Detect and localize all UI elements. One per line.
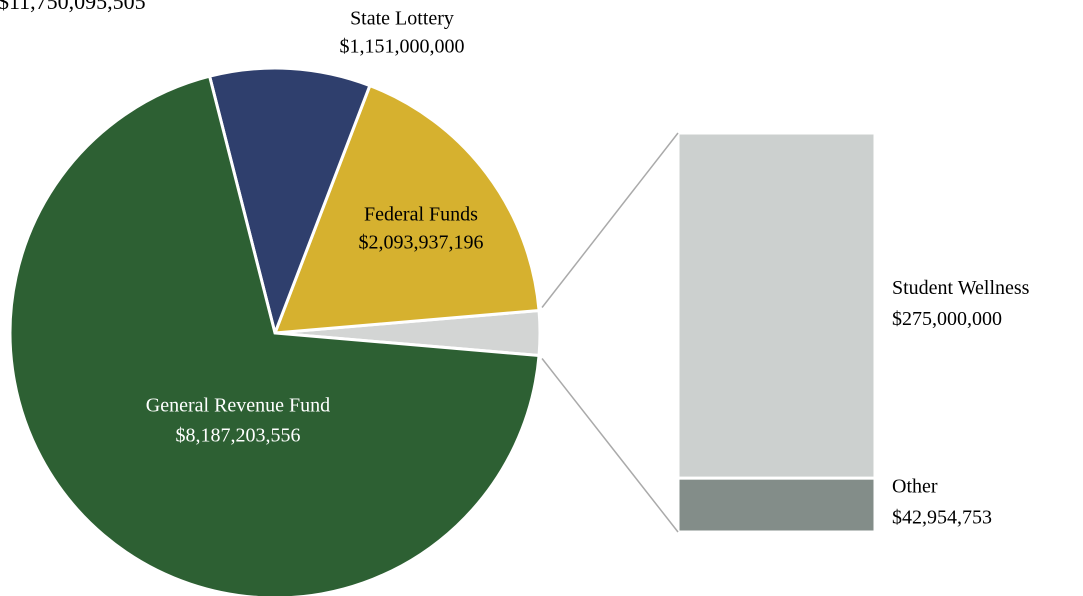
bar-value-label: $275,000,000 bbox=[892, 308, 1002, 330]
connector-line bbox=[541, 132, 679, 308]
bar-segment bbox=[676, 476, 877, 534]
pie-slice bbox=[8, 74, 541, 596]
connector-line bbox=[541, 358, 679, 533]
slice-value-label: $2,093,937,196 bbox=[359, 232, 484, 254]
bar-segment bbox=[676, 131, 877, 480]
slice-label: Federal Funds bbox=[364, 204, 478, 226]
pie-slice bbox=[207, 66, 372, 338]
slice-label: State Lottery bbox=[350, 8, 454, 30]
pie-slice bbox=[272, 83, 541, 335]
slice-value-label: $1,151,000,000 bbox=[340, 36, 465, 58]
bar-label: Student Wellness bbox=[892, 277, 1030, 299]
bar-value-label: $42,954,753 bbox=[892, 507, 992, 529]
bar-label: Other bbox=[892, 476, 938, 498]
slice-label: General Revenue Fund bbox=[146, 395, 330, 417]
chart-subtitle: $11,750,095,505 bbox=[0, 0, 146, 14]
slice-value-label: $8,187,203,556 bbox=[176, 425, 301, 447]
